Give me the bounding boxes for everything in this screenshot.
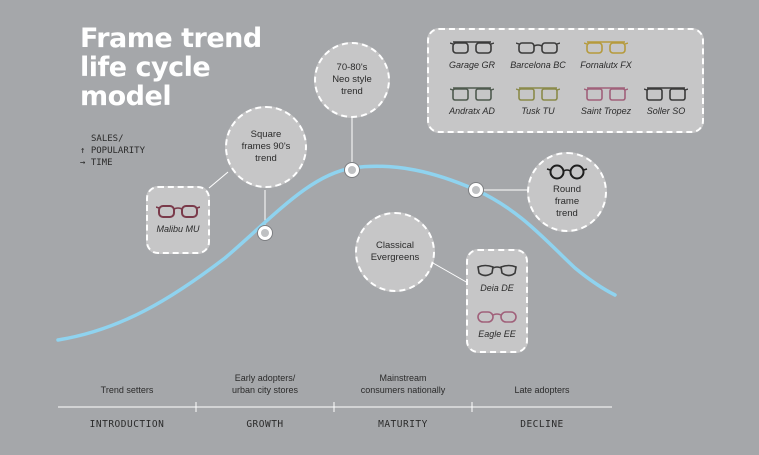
frame-label: Malibu MU: [156, 224, 200, 234]
stage-audience-growth: Early adopters/ urban city stores: [196, 372, 334, 396]
frame-saint-tropez: Saint Tropez: [569, 86, 643, 116]
page-title: Frame trend life cycle model: [80, 24, 320, 111]
malibu-frame-box: Malibu MU: [146, 186, 210, 254]
callout-text: Round: [553, 184, 581, 195]
stage-audience-text: urban city stores: [231, 385, 299, 395]
marker-growth: [257, 225, 273, 241]
frame-label: Saint Tropez: [580, 106, 632, 116]
title-line: Frame trend: [80, 23, 262, 54]
frame-barcelona: Barcelona BC: [501, 40, 575, 70]
stage-label-introduction: INTRODUCTION: [89, 419, 165, 430]
callout-text: trend: [255, 153, 277, 164]
callout-square-90s: Square frames 90's trend: [225, 106, 307, 188]
stage-audience-introduction: Trend setters: [58, 384, 196, 396]
frame-label: Barcelona BC: [510, 60, 566, 70]
axis-key: SALES/ ↑ POPULARITY → TIME: [80, 133, 145, 169]
frame-label: Fornalutx FX: [580, 60, 632, 70]
callout-classical-evergreens: Classical Evergreens: [355, 212, 435, 292]
stage-label-decline: DECLINE: [520, 419, 564, 430]
glasses-icon: [584, 41, 628, 54]
frame-malibu: Malibu MU: [148, 204, 208, 234]
stage-audience-decline: Late adopters: [472, 384, 612, 396]
marker-peak: [344, 162, 360, 178]
stage-label-maturity: MATURITY: [378, 419, 428, 430]
stage-audience-maturity: Mainstream consumers nationally: [334, 372, 472, 396]
frame-garage: Garage GR: [437, 40, 507, 70]
connector-malibu: [208, 171, 229, 189]
callout-text: Classical: [375, 240, 414, 251]
frame-label: Andratx AD: [449, 106, 495, 116]
callout-neo-style: 70-80's Neo style trend: [314, 42, 390, 118]
stage-audience-text: consumers nationally: [360, 385, 446, 395]
axis-key-y-label: ↑ POPULARITY: [80, 146, 146, 156]
classical-frames-box: Deia DE Eagle EE: [466, 249, 528, 353]
glasses-icon: [156, 205, 200, 218]
connector-classical: [432, 262, 469, 284]
frame-soller: Soller SO: [633, 86, 699, 116]
callout-text: trend: [341, 86, 363, 97]
glasses-icon: [644, 87, 688, 101]
title-line: model: [80, 81, 172, 112]
glasses-icon: [450, 41, 494, 54]
frame-label: Tusk TU: [521, 106, 555, 116]
axis-key-y-label: SALES/: [91, 134, 124, 144]
glasses-icon: [516, 42, 560, 54]
callout-text: Neo style: [332, 74, 372, 85]
callout-text: Square: [250, 129, 282, 140]
glasses-icon: [584, 87, 628, 101]
frame-eagle: Eagle EE: [468, 309, 526, 339]
frame-label: Eagle EE: [478, 329, 516, 339]
frame-fornalutx: Fornalutx FX: [569, 40, 643, 70]
stage-audience-text: Mainstream: [379, 373, 427, 383]
lifecycle-curve: [56, 164, 617, 342]
stage-audience-text: Late adopters: [514, 385, 570, 395]
marker-decline: [468, 182, 484, 198]
glasses-icon: [450, 87, 494, 101]
frame-tusk: Tusk TU: [501, 86, 575, 116]
frame-label: Soller SO: [646, 106, 686, 116]
stage-audience-text: Early adopters/: [234, 373, 296, 383]
callout-text: trend: [556, 208, 578, 219]
title-line: life cycle: [80, 52, 211, 83]
frame-label: Garage GR: [448, 60, 496, 70]
callout-round-frame: Round frame trend: [527, 152, 607, 232]
stage-label-growth: GROWTH: [246, 419, 284, 430]
neo-style-frames-box: Garage GR Barcelona BC Fornalutx FX: [427, 28, 704, 133]
callout-text: frames 90's: [241, 141, 291, 152]
callout-text: frame: [554, 196, 580, 207]
round-glasses-icon: [546, 164, 588, 180]
frame-andratx: Andratx AD: [437, 86, 507, 116]
axis-key-x-label: → TIME: [80, 158, 113, 168]
glasses-icon: [477, 264, 517, 277]
callout-text: Evergreens: [370, 252, 420, 263]
callout-text: 70-80's: [336, 62, 368, 73]
stage-audience-text: Trend setters: [100, 385, 154, 395]
glasses-icon: [516, 87, 560, 101]
frame-label: Deia DE: [480, 283, 514, 293]
glasses-icon: [477, 311, 517, 323]
frame-deia: Deia DE: [468, 263, 526, 293]
